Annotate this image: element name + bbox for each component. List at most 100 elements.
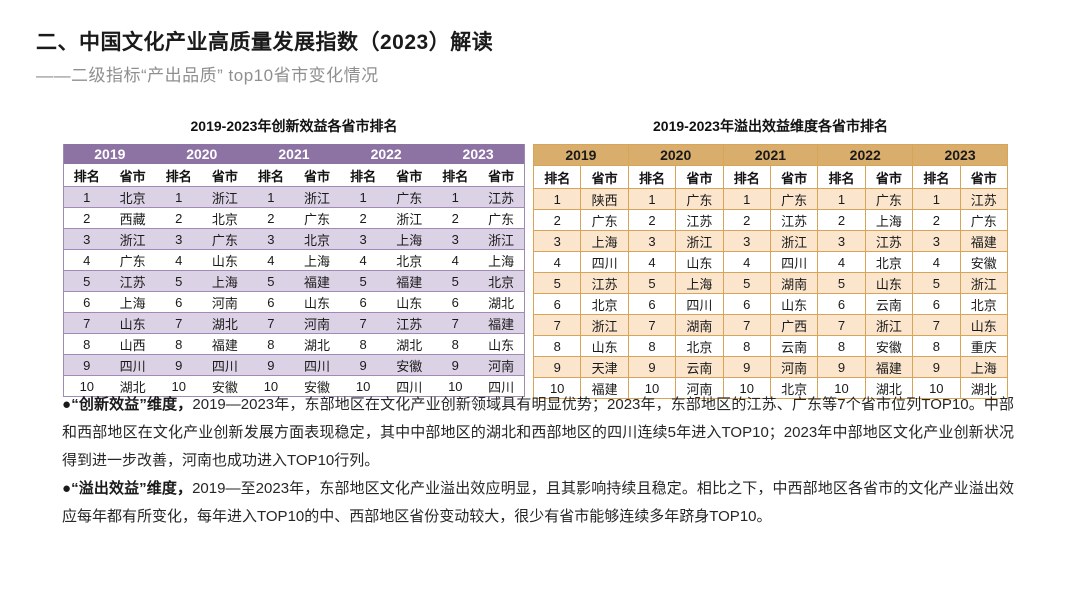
province-cell: 北京 (293, 228, 341, 250)
province-cell: 福建 (580, 377, 629, 399)
table-row: 10 福建 10 河南 10 北京 10 湖北 10 湖北 (532, 377, 1009, 399)
province-cell: 安徽 (959, 251, 1009, 273)
rank-cell: 1 (432, 186, 479, 208)
rank-cell: 9 (155, 354, 202, 376)
province-cell: 广东 (769, 188, 819, 210)
rank-cell: 2 (722, 209, 771, 231)
rank-cell: 4 (722, 251, 771, 273)
rank-cell: 2 (340, 207, 387, 229)
bullet-spillover-body: 2019—至2023年，东部地区文化产业溢出效应明显，且其影响持续且稳定。相比之… (62, 480, 1014, 525)
province-cell: 浙江 (293, 186, 341, 208)
rank-cell: 3 (155, 228, 202, 250)
province-cell: 四川 (478, 375, 525, 397)
rank-cell: 4 (247, 249, 294, 271)
table-row: 10 湖北 10 安徽 10 安徽 10 四川 10 四川 (63, 375, 525, 397)
province-cell: 云南 (769, 335, 819, 357)
table-row: 3 浙江 3 广东 3 北京 3 上海 3 浙江 (63, 228, 525, 250)
rank-cell: 2 (912, 209, 961, 231)
rank-cell: 2 (432, 207, 479, 229)
bullet-innovation-body: 2019—2023年，东部地区在文化产业创新领域具有明显优势；2023年，东部地… (62, 396, 1015, 469)
province-cell: 西藏 (109, 207, 156, 229)
rank-cell: 10 (63, 375, 110, 397)
rank-cell: 5 (722, 272, 771, 294)
province-cell: 浙江 (864, 314, 914, 336)
province-cell: 山东 (293, 291, 341, 313)
rank-cell: 3 (722, 230, 771, 252)
column-header: 省市 (109, 164, 156, 187)
rank-cell: 7 (432, 312, 479, 334)
province-cell: 山东 (769, 293, 819, 315)
rank-cell: 4 (627, 251, 677, 273)
column-header: 排名 (432, 164, 479, 187)
year-header-row: 2019 2020 2021 2022 2023 (533, 144, 1008, 166)
rank-cell: 3 (247, 228, 294, 250)
rank-cell: 10 (247, 375, 294, 397)
rank-cell: 2 (817, 209, 866, 231)
table-row: 1 北京 1 浙江 1 浙江 1 广东 1 江苏 (63, 186, 525, 208)
bullet-spillover: ●“溢出效益”维度，2019—至2023年，东部地区文化产业溢出效应明显，且其影… (62, 475, 1014, 531)
page-title: 二、中国文化产业高质量发展指数（2023）解读 (36, 31, 494, 54)
province-cell: 广东 (959, 209, 1009, 231)
innovation-table-title: 2019-2023年创新效益各省市排名 (190, 118, 398, 134)
table-row: 7 山东 7 湖北 7 河南 7 江苏 7 福建 (63, 312, 525, 334)
province-cell: 上海 (959, 356, 1009, 378)
province-cell: 江苏 (478, 186, 525, 208)
province-cell: 广东 (580, 209, 629, 231)
province-cell: 山东 (675, 251, 724, 273)
rank-cell: 9 (912, 356, 961, 378)
rank-cell: 2 (532, 209, 582, 231)
province-cell: 山东 (478, 333, 525, 355)
province-cell: 福建 (293, 270, 341, 292)
table-row: 8 山东 8 北京 8 云南 8 安徽 8 重庆 (532, 335, 1009, 357)
year-header: 2020 (155, 144, 248, 164)
province-cell: 浙江 (478, 228, 525, 250)
column-header: 省市 (580, 165, 629, 189)
column-header: 省市 (959, 165, 1009, 189)
rank-cell: 4 (340, 249, 387, 271)
rank-cell: 8 (627, 335, 677, 357)
province-cell: 安徽 (386, 354, 433, 376)
column-header-row: 排名 省市 排名 省市 排名 省市 排名 省市 排名 省市 (532, 165, 1009, 189)
rank-cell: 8 (63, 333, 110, 355)
rank-cell: 1 (722, 188, 771, 210)
province-cell: 四川 (386, 375, 433, 397)
province-cell: 四川 (580, 251, 629, 273)
column-header: 省市 (675, 165, 724, 189)
column-header: 排名 (247, 164, 294, 187)
table-row: 3 上海 3 浙江 3 浙江 3 江苏 3 福建 (532, 230, 1009, 252)
province-cell: 上海 (109, 291, 156, 313)
table-row: 4 四川 4 山东 4 四川 4 北京 4 安徽 (532, 251, 1009, 273)
province-cell: 河南 (675, 377, 724, 399)
spillover-table-title: 2019-2023年溢出效益维度各省市排名 (653, 118, 888, 134)
rank-cell: 10 (722, 377, 771, 399)
table-row: 6 北京 6 四川 6 山东 6 云南 6 北京 (532, 293, 1009, 315)
province-cell: 山东 (580, 335, 629, 357)
province-cell: 北京 (580, 293, 629, 315)
column-header: 省市 (769, 165, 819, 189)
column-header: 排名 (722, 165, 771, 189)
rank-cell: 5 (340, 270, 387, 292)
rank-cell: 7 (63, 312, 110, 334)
rank-cell: 5 (532, 272, 582, 294)
column-header: 排名 (532, 165, 582, 189)
table-row: 2 广东 2 江苏 2 江苏 2 上海 2 广东 (532, 209, 1009, 231)
year-header: 2022 (817, 144, 914, 166)
rank-cell: 10 (340, 375, 387, 397)
column-header: 省市 (201, 164, 248, 187)
innovation-ranking-block: 2019-2023年创新效益各省市排名 2019 2020 2021 2022 2023… (63, 116, 525, 397)
rank-cell: 6 (63, 291, 110, 313)
province-cell: 山东 (959, 314, 1009, 336)
rank-cell: 2 (627, 209, 677, 231)
bullet-innovation: ●“创新效益”维度，2019—2023年，东部地区在文化产业创新领域具有明显优势… (62, 391, 1014, 475)
province-cell: 湖北 (478, 291, 525, 313)
province-cell: 四川 (769, 251, 819, 273)
province-cell: 上海 (201, 270, 248, 292)
rank-cell: 5 (627, 272, 677, 294)
rank-cell: 6 (247, 291, 294, 313)
province-cell: 北京 (864, 251, 914, 273)
province-cell: 浙江 (959, 272, 1009, 294)
province-cell: 安徽 (293, 375, 341, 397)
province-cell: 江苏 (675, 209, 724, 231)
province-cell: 广东 (386, 186, 433, 208)
